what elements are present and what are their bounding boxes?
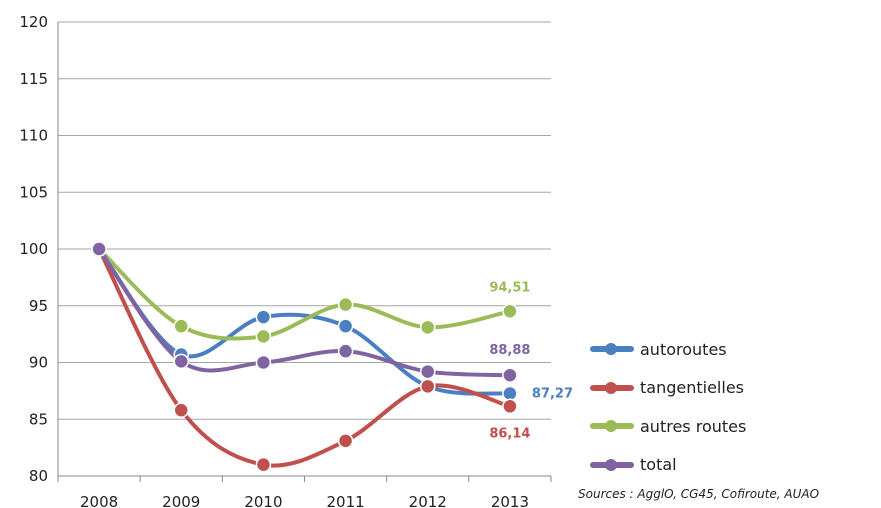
legend-item-autres-routes: autres routes [590,407,746,446]
point-autres-routes-2010 [255,328,272,345]
chart-legend: autoroutes tangentielles autres routes t… [590,330,746,484]
y-tick-100: 100 [19,240,48,258]
y-tick-120: 120 [19,13,48,31]
point-autres-routes-2009 [173,318,189,334]
legend-label-autres-routes: autres routes [640,416,747,436]
point-autoroutes-2011 [337,318,354,334]
y-tick-80: 80 [29,467,48,485]
point-total-2013 [502,367,518,383]
point-autres-routes-2011 [337,296,354,313]
legend-item-autoroutes: autoroutes [590,330,746,369]
y-tick-105: 105 [19,183,48,201]
x-tick-2010: 2010 [244,493,282,508]
point-total-2008 [91,241,107,257]
x-tick-2009: 2009 [162,493,200,508]
data-label-autoroutes: 87,27 [532,386,573,401]
x-tick-2008: 2008 [80,493,118,508]
source-note: Sources : AgglO, CG45, Cofiroute, AUAO [578,487,820,501]
data-label-total: 88,88 [489,343,530,358]
data-label-tangentielles: 86,14 [489,426,530,441]
x-tick-2013: 2013 [491,493,529,508]
series-line-autres-routes [97,247,512,341]
legend-label-total: total [640,455,677,475]
legend-swatch-total [590,458,634,471]
point-tangentielles-2011 [337,433,354,449]
point-tangentielles-2013 [502,398,518,415]
y-tick-110: 110 [19,127,48,145]
point-autres-routes-2012 [420,319,436,336]
point-total-2012 [420,363,436,380]
point-autres-routes-2013 [502,303,518,320]
legend-item-total: total [590,446,746,485]
point-tangentielles-2009 [173,402,189,418]
legend-label-autoroutes: autoroutes [640,339,727,359]
y-tick-90: 90 [29,354,48,372]
point-total-2011 [337,343,354,359]
y-tick-95: 95 [29,297,48,315]
legend-swatch-tangentielles [590,381,634,394]
legend-label-tangentielles: tangentielles [640,378,744,398]
point-tangentielles-2012 [420,378,436,395]
point-tangentielles-2010 [255,456,272,473]
legend-swatch-autoroutes [590,343,634,356]
y-tick-115: 115 [19,70,48,88]
legend-swatch-autres-routes [590,420,634,433]
point-total-2009 [173,353,189,370]
data-label-autres-routes: 94,51 [489,280,530,295]
x-tick-2011: 2011 [326,493,364,508]
x-tick-2012: 2012 [409,493,447,508]
point-autoroutes-2013 [502,385,518,402]
legend-item-tangentielles: tangentielles [590,369,746,408]
point-autoroutes-2010 [255,309,272,325]
y-tick-85: 85 [29,410,48,428]
point-total-2010 [255,354,272,371]
